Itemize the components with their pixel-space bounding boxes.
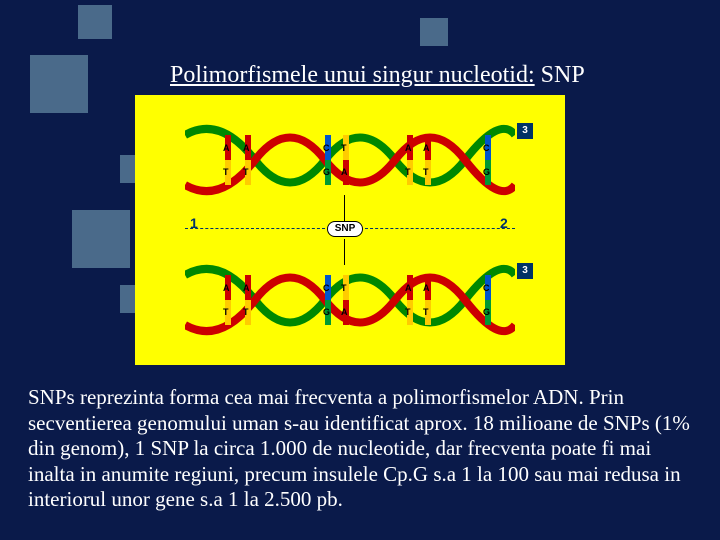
slide-title: Polimorfismele unui singur nucleotid: SN… (170, 62, 585, 89)
base-label: T (341, 283, 347, 293)
base-label: T (223, 307, 229, 317)
snp-badge: SNP (327, 221, 363, 237)
base-label: C (483, 143, 490, 153)
deco-square (30, 55, 88, 113)
base-label: T (423, 307, 429, 317)
base-label: G (323, 167, 330, 177)
deco-square (78, 5, 112, 39)
deco-square (72, 210, 130, 268)
base-label: A (243, 283, 250, 293)
base-label: A (423, 143, 430, 153)
end-cap: 3 (517, 263, 533, 279)
end-cap: 3 (517, 123, 533, 139)
dna-helix-2: 3 ATATCGTAATATCG (185, 255, 515, 345)
base-label: A (243, 143, 250, 153)
base-label: A (423, 283, 430, 293)
base-label: A (341, 307, 348, 317)
base-label: T (405, 167, 411, 177)
dna-helix-1: 3 ATATCGTAATATCG (185, 115, 515, 205)
base-label: A (341, 167, 348, 177)
base-label: T (423, 167, 429, 177)
dna-snp-diagram: 3 A T A T C G T A A T A T C G 3 A T A T C G T A A T A T C G 1 2 SN… (135, 95, 565, 365)
snp-divider-right (365, 228, 515, 229)
base-label: A (405, 283, 412, 293)
snp-pointer-down (344, 239, 345, 265)
base-label: A (405, 143, 412, 153)
snp-pointer-up (344, 195, 345, 221)
base-label: T (405, 307, 411, 317)
base-label: A (223, 283, 230, 293)
base-label: C (483, 283, 490, 293)
base-label: T (243, 307, 249, 317)
title-underlined: Polimorfismele unui singur nucleotid: (170, 62, 535, 88)
snp-divider-left (185, 228, 325, 229)
base-label: G (323, 307, 330, 317)
label-2: 2 (500, 215, 508, 231)
base-label: A (223, 143, 230, 153)
helix-strands (185, 255, 515, 345)
base-label: C (323, 143, 330, 153)
title-suffix: SNP (535, 62, 585, 88)
base-label: G (483, 167, 490, 177)
helix-strands (185, 115, 515, 205)
slide-body-text: SNPs reprezinta forma cea mai frecventa … (28, 385, 692, 513)
base-label: G (483, 307, 490, 317)
base-label: T (243, 167, 249, 177)
base-label: T (223, 167, 229, 177)
base-label: C (323, 283, 330, 293)
base-label: T (341, 143, 347, 153)
deco-square (420, 18, 448, 46)
label-1: 1 (190, 215, 198, 231)
